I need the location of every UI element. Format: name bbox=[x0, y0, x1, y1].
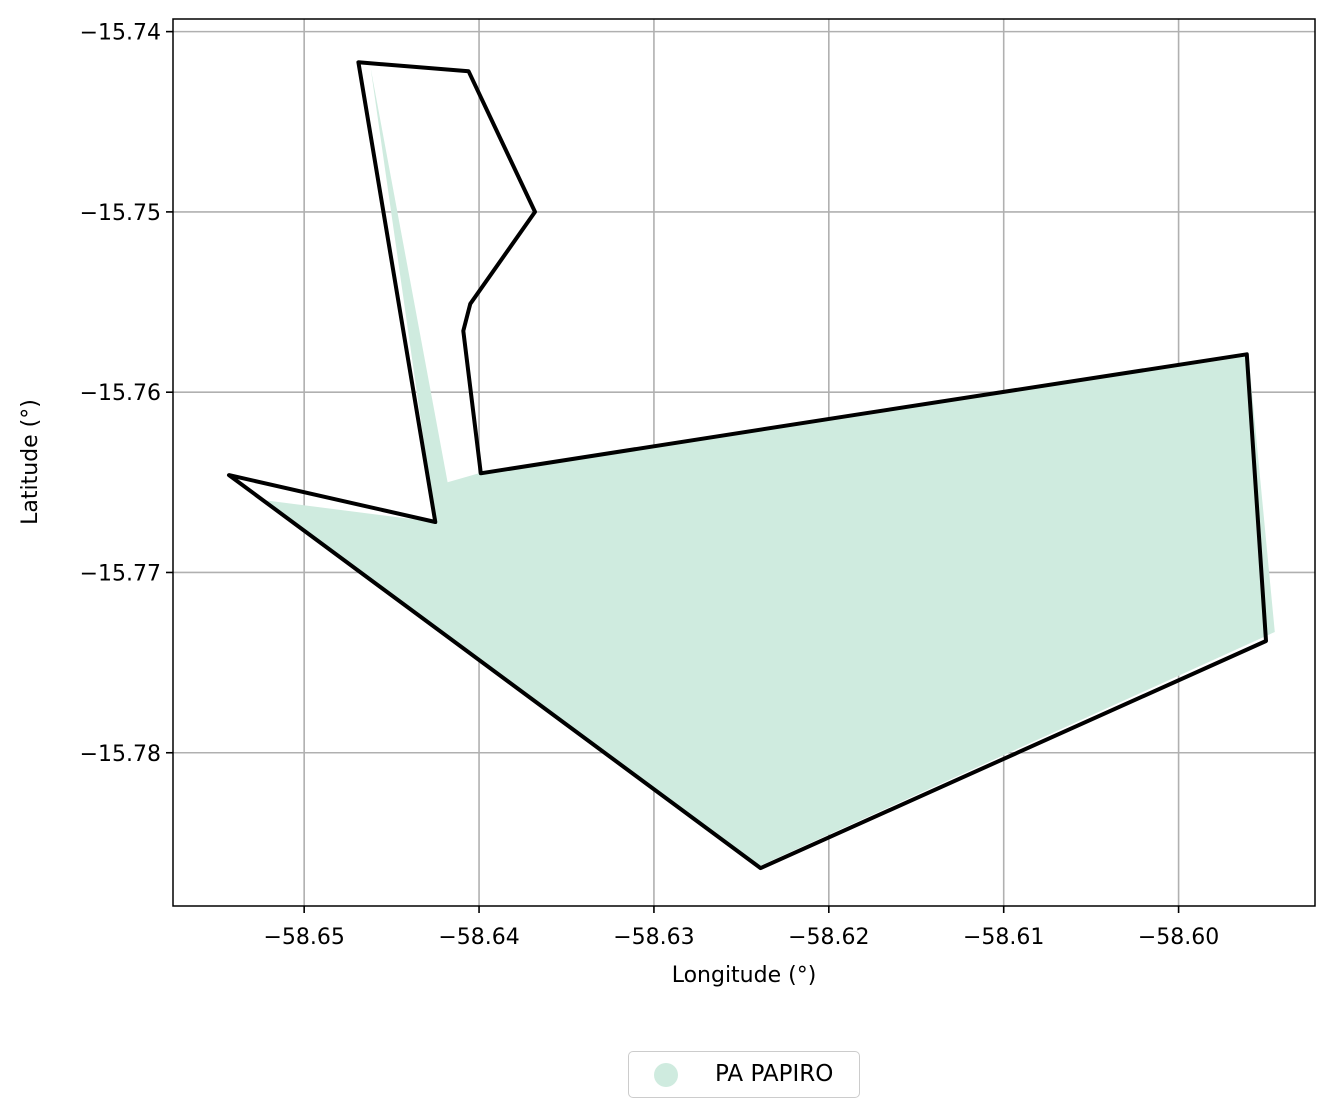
x-tick-label: −58.65 bbox=[263, 925, 344, 950]
map-outline-layer bbox=[227, 60, 1268, 871]
region-outline bbox=[227, 60, 1268, 871]
y-axis-ticks: −15.74 −15.75 −15.76 −15.77 −15.78 bbox=[80, 21, 173, 767]
y-tick-label: −15.74 bbox=[80, 21, 161, 46]
x-tick-label: −58.60 bbox=[1138, 925, 1219, 950]
x-axis-label: Longitude (°) bbox=[672, 963, 817, 988]
x-tick-label: −58.62 bbox=[788, 925, 869, 950]
map-fill-layer bbox=[265, 67, 1275, 867]
y-tick-label: −15.76 bbox=[80, 381, 161, 406]
x-tick-label: −58.64 bbox=[438, 925, 519, 950]
legend: PA PAPIRO bbox=[628, 1051, 860, 1098]
y-tick-label: −15.78 bbox=[80, 742, 161, 767]
y-tick-label: −15.75 bbox=[80, 201, 161, 226]
x-tick-label: −58.61 bbox=[963, 925, 1044, 950]
x-axis-ticks: −58.65 −58.64 −58.63 −58.62 −58.61 −58.60 bbox=[263, 906, 1219, 950]
y-tick-label: −15.77 bbox=[80, 561, 161, 586]
legend-swatch-pa-papiro bbox=[654, 1063, 678, 1087]
plot-frame bbox=[172, 18, 1316, 907]
y-axis-label: Latitude (°) bbox=[18, 399, 43, 525]
x-tick-label: −58.63 bbox=[613, 925, 694, 950]
region-fill-pa-papiro bbox=[265, 67, 1275, 867]
legend-label-pa-papiro: PA PAPIRO bbox=[715, 1061, 834, 1087]
